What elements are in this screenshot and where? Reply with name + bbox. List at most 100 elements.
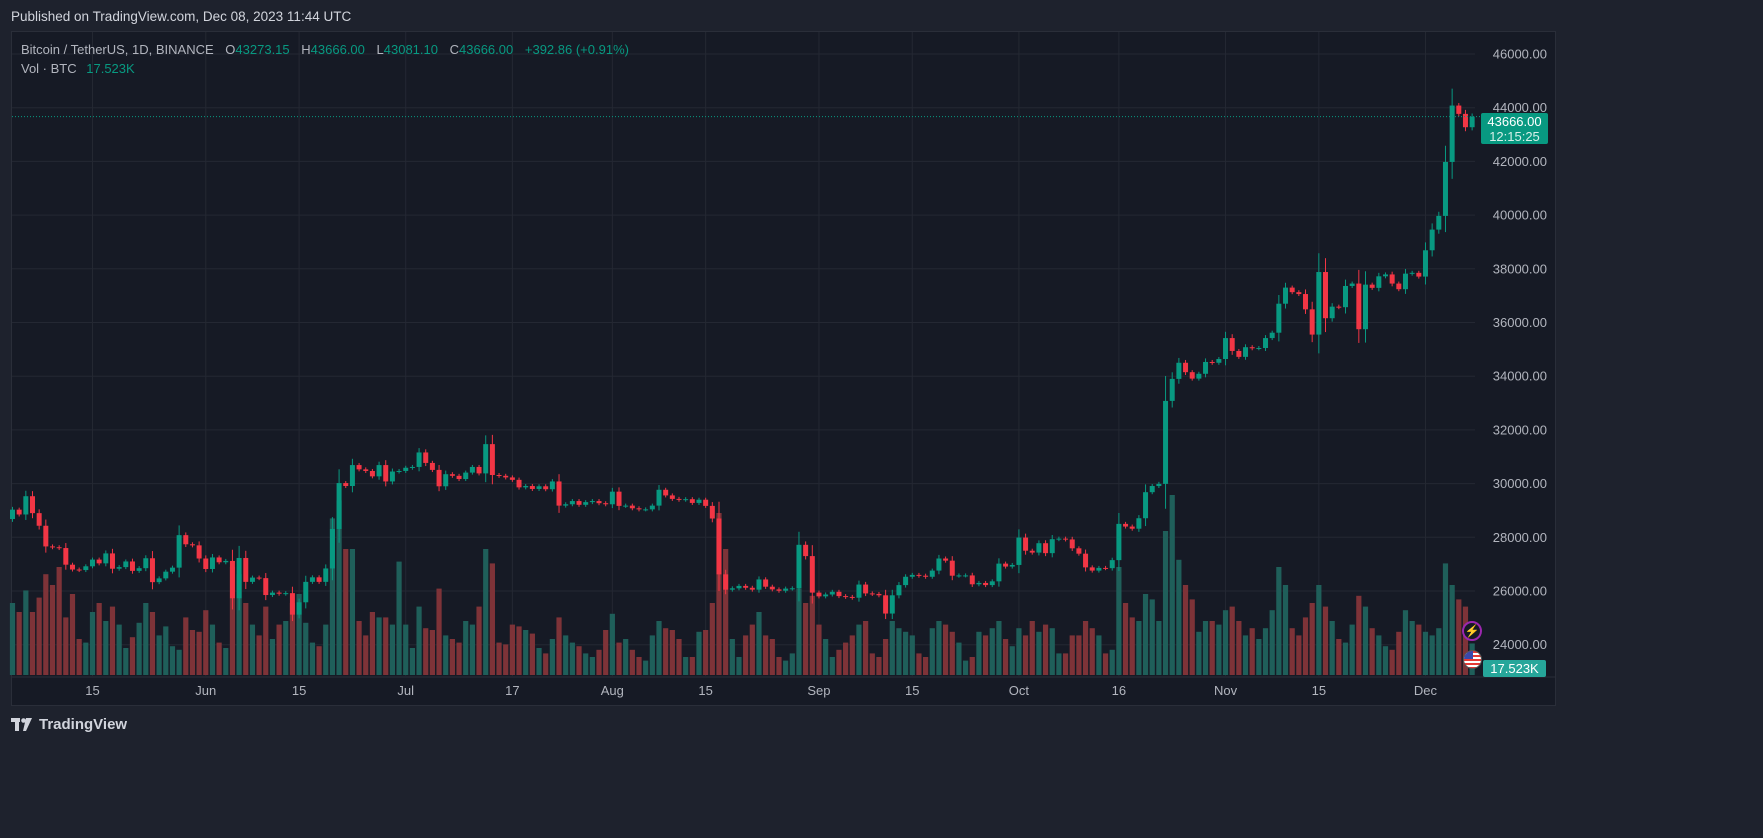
candle-body [1189, 372, 1195, 379]
candle-body [1303, 294, 1309, 310]
candle-body [76, 569, 82, 571]
candle-body [923, 575, 929, 577]
candle-body [863, 584, 869, 594]
candle-body [1129, 526, 1135, 529]
candle-body [363, 469, 369, 471]
candle-body [789, 588, 795, 590]
time-tick-label: 17 [505, 683, 519, 698]
volume-bar [1202, 621, 1209, 675]
candle-body [1236, 350, 1242, 357]
volume-bar [369, 612, 376, 675]
volume-bar [943, 624, 949, 675]
volume-bar [429, 630, 435, 675]
candle-body [616, 491, 622, 506]
candle-body [649, 505, 655, 510]
candle-body [1396, 283, 1402, 290]
volume-bar [1182, 585, 1189, 675]
candle-body [1149, 486, 1155, 493]
volume-bar [982, 635, 989, 675]
volume-bar [1016, 628, 1022, 675]
close-value: 43666.00 [459, 42, 514, 57]
candle-body [1382, 274, 1388, 277]
volume-bar [969, 657, 975, 675]
volume-bar [656, 621, 662, 675]
us-flag-icon[interactable] [1463, 650, 1482, 669]
chart-pane[interactable] [11, 31, 1556, 706]
time-tick-label: 15 [698, 683, 712, 698]
candle-body [976, 582, 982, 585]
candle-body [16, 509, 22, 515]
price-tick-label: 36000.00 [1493, 315, 1547, 330]
candle-body [1316, 272, 1322, 335]
candle-body [436, 469, 442, 487]
volume-bar [569, 642, 575, 675]
lightning-icon[interactable]: ⚡ [1462, 621, 1482, 641]
volume-bar [1216, 624, 1222, 675]
candle-body [1229, 338, 1235, 351]
volume-bar [489, 563, 495, 675]
volume-bar [1056, 653, 1062, 675]
candle-body [1023, 537, 1029, 551]
brand-name[interactable]: TradingView [39, 716, 128, 733]
price-tick-label: 34000.00 [1493, 369, 1547, 384]
volume-bar [683, 657, 689, 675]
candle-body [229, 560, 235, 599]
volume-bar [743, 635, 749, 675]
volume-bar [209, 624, 216, 675]
volume-bar [669, 630, 675, 675]
volume-bar [276, 624, 282, 675]
volume-bar [1236, 621, 1242, 675]
symbol-title[interactable]: Bitcoin / TetherUS, 1D, BINANCE [21, 42, 214, 57]
volume-bar [1142, 594, 1149, 675]
candle-body [10, 509, 15, 520]
volume-bar [1049, 628, 1055, 675]
volume-bar [1376, 635, 1382, 675]
volume-bar [556, 617, 562, 675]
candle-body [563, 504, 569, 506]
candle-body [1402, 273, 1408, 290]
volume-bar [976, 631, 982, 675]
candle-body [1003, 563, 1009, 567]
candle-body [1009, 564, 1015, 567]
candle-body [496, 475, 502, 477]
volume-bar [949, 631, 955, 675]
candle-body [136, 568, 142, 571]
volume-bar [1029, 621, 1035, 675]
volume-bar [323, 624, 329, 675]
volume-bar [1429, 635, 1435, 675]
volume-bar [923, 657, 929, 675]
volume-bar [329, 518, 336, 675]
volume-bar [1396, 631, 1402, 675]
volume-bar [676, 639, 682, 675]
volume-bar [863, 621, 869, 675]
volume-bar [409, 648, 415, 675]
volume-bar [776, 657, 782, 675]
candle-body [1323, 272, 1329, 319]
candle-body [1136, 518, 1142, 529]
volume-bar [1129, 617, 1135, 675]
volume-bar [1309, 603, 1315, 675]
candle-body [189, 544, 195, 546]
volume-bar [1436, 628, 1442, 675]
candle-body [256, 577, 262, 579]
candle-body [1376, 276, 1382, 288]
volume-bar [463, 621, 469, 675]
volume-bar [1322, 606, 1329, 675]
candle-body [409, 466, 415, 468]
candle-body [249, 577, 255, 582]
candle-body [1103, 567, 1109, 569]
volume-title[interactable]: Vol · BTC [21, 61, 77, 76]
candle-body [756, 579, 762, 590]
candle-body [209, 557, 215, 569]
volume-bar [1149, 599, 1155, 675]
high-value: 43666.00 [310, 42, 365, 57]
volume-bar [609, 613, 615, 675]
volume-bar [1382, 646, 1389, 675]
volume-bar [69, 594, 76, 675]
volume-bar [589, 657, 595, 675]
candle-body [1256, 348, 1262, 350]
candle-body [143, 558, 149, 569]
time-tick-label: 15 [85, 683, 99, 698]
candle-body [43, 525, 49, 547]
